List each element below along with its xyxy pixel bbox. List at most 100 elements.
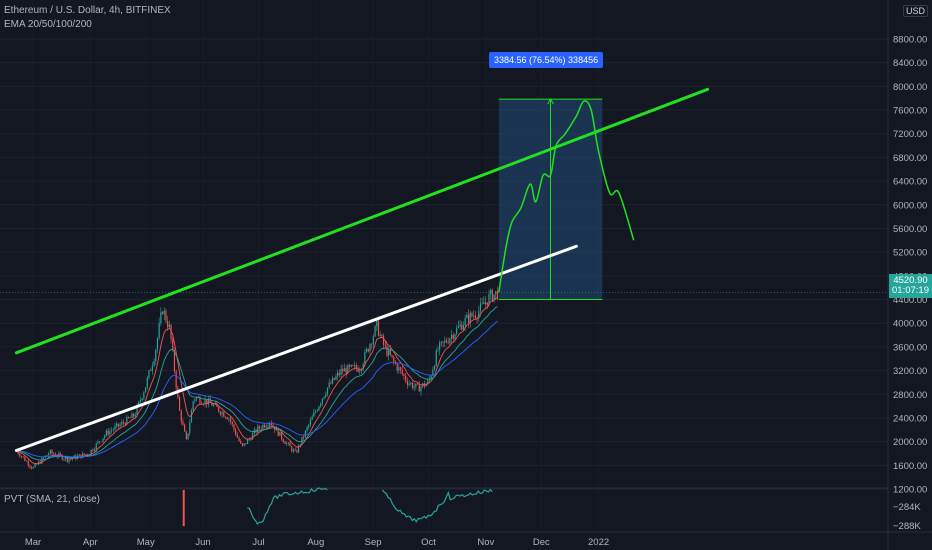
candle-body [49,450,51,454]
white-trendline [14,244,578,453]
candle-body [109,430,111,435]
candle-body [156,338,159,350]
price-axis[interactable]: 1200.00 1600.00 2000.00 2400.00 2800.00 3200.… [887,0,927,550]
candle-body [114,426,116,430]
y-tick-label: 5200.00 [893,248,927,259]
projection-path[interactable] [498,100,635,293]
candle-body [396,363,398,371]
candle-body [427,380,429,384]
candle-body [335,376,337,380]
candle-body [466,314,468,318]
candle-body [233,424,235,430]
symbol-title[interactable]: Ethereum / U.S. Dollar, 4h, BITFINEX [4,5,171,16]
candle-body [313,412,315,417]
candle-body [403,374,405,376]
candle-body [221,412,223,415]
candle-body [146,377,148,388]
measure-range-box[interactable] [0,98,888,301]
candle-body [218,406,220,412]
candle-body [382,335,385,346]
candle-body [416,383,419,385]
currency-badge[interactable]: USD [903,5,929,17]
range-measure-label: 3384.56 (76.54%) 338456 [489,52,604,68]
pvt-indicator-label[interactable]: PVT (SMA, 21, close) [4,494,100,505]
x-tick-label: May [137,537,155,548]
y-tick-label: 2800.00 [893,390,927,401]
candle-body [388,349,390,356]
candle-body [48,453,50,456]
candle-body [245,443,247,445]
candle-body [173,350,176,372]
candle-body [272,425,274,427]
candle-body [391,354,393,357]
candle-body [172,339,174,351]
candle-body [405,375,407,381]
candle-body [275,427,278,431]
bar-countdown: 01:07:19 [892,285,929,296]
candle-body [299,444,301,446]
candle-body [133,413,135,417]
candle-body [262,424,264,429]
time-axis[interactable]: Mar Apr May Jun Jul Aug Sep Oct Nov Dec 2022 [0,531,932,548]
x-tick-label: Dec [533,537,550,548]
candle-body [308,424,310,428]
candle-body [139,400,142,402]
candlestick-series [15,286,499,470]
candle-body [345,368,347,374]
candle-body [238,437,240,442]
candle-body [309,419,312,425]
candle-body [194,399,196,402]
candle-body [377,320,380,336]
y-tick-label: 8400.00 [893,58,927,69]
y-tick-label: 4400.00 [893,295,927,306]
candle-body [53,453,55,455]
candle-body [445,340,448,343]
candle-body [34,464,36,468]
candle-body [491,289,493,301]
candle-body [184,424,186,432]
x-tick-label: Apr [83,537,98,548]
candle-body [386,345,388,356]
candle-body [420,386,422,392]
candle-body [450,334,453,339]
candle-body [401,369,403,375]
ema-line [16,320,498,458]
candle-body [39,461,41,464]
candle-body [31,466,33,469]
candle-body [46,455,48,456]
candle-body [282,439,284,442]
candle-body [25,460,28,462]
x-tick-label: Jul [252,537,264,548]
pvt-tick-label: −288K [893,521,921,532]
candle-body [29,465,31,467]
candle-body [20,456,23,457]
candle-body [399,367,402,370]
ema-indicator-label[interactable]: EMA 20/50/100/200 [4,19,92,30]
candle-body [127,416,130,418]
candle-body [439,342,441,350]
candle-body [158,323,160,339]
candle-body [296,450,298,453]
candle-body [104,435,106,439]
candle-body [170,324,172,340]
candle-body [136,405,138,416]
candle-body [32,467,34,469]
x-tick-label: Mar [25,537,41,548]
candle-body [102,438,104,442]
y-tick-label: 7200.00 [893,129,927,140]
candle-body [180,410,182,422]
candle-body [27,461,29,466]
trendlines[interactable] [14,87,710,453]
candle-body [80,454,82,458]
last-price-tag: 4520.90 01:07:19 [889,274,932,298]
candle-body [105,430,108,436]
candle-body [68,459,70,462]
candle-body [93,449,96,451]
candle-body [87,454,89,456]
ema-lines [16,297,498,465]
candle-body [469,313,471,323]
candle-body [150,370,152,371]
candle-body [484,302,487,305]
candle-body [496,291,499,300]
